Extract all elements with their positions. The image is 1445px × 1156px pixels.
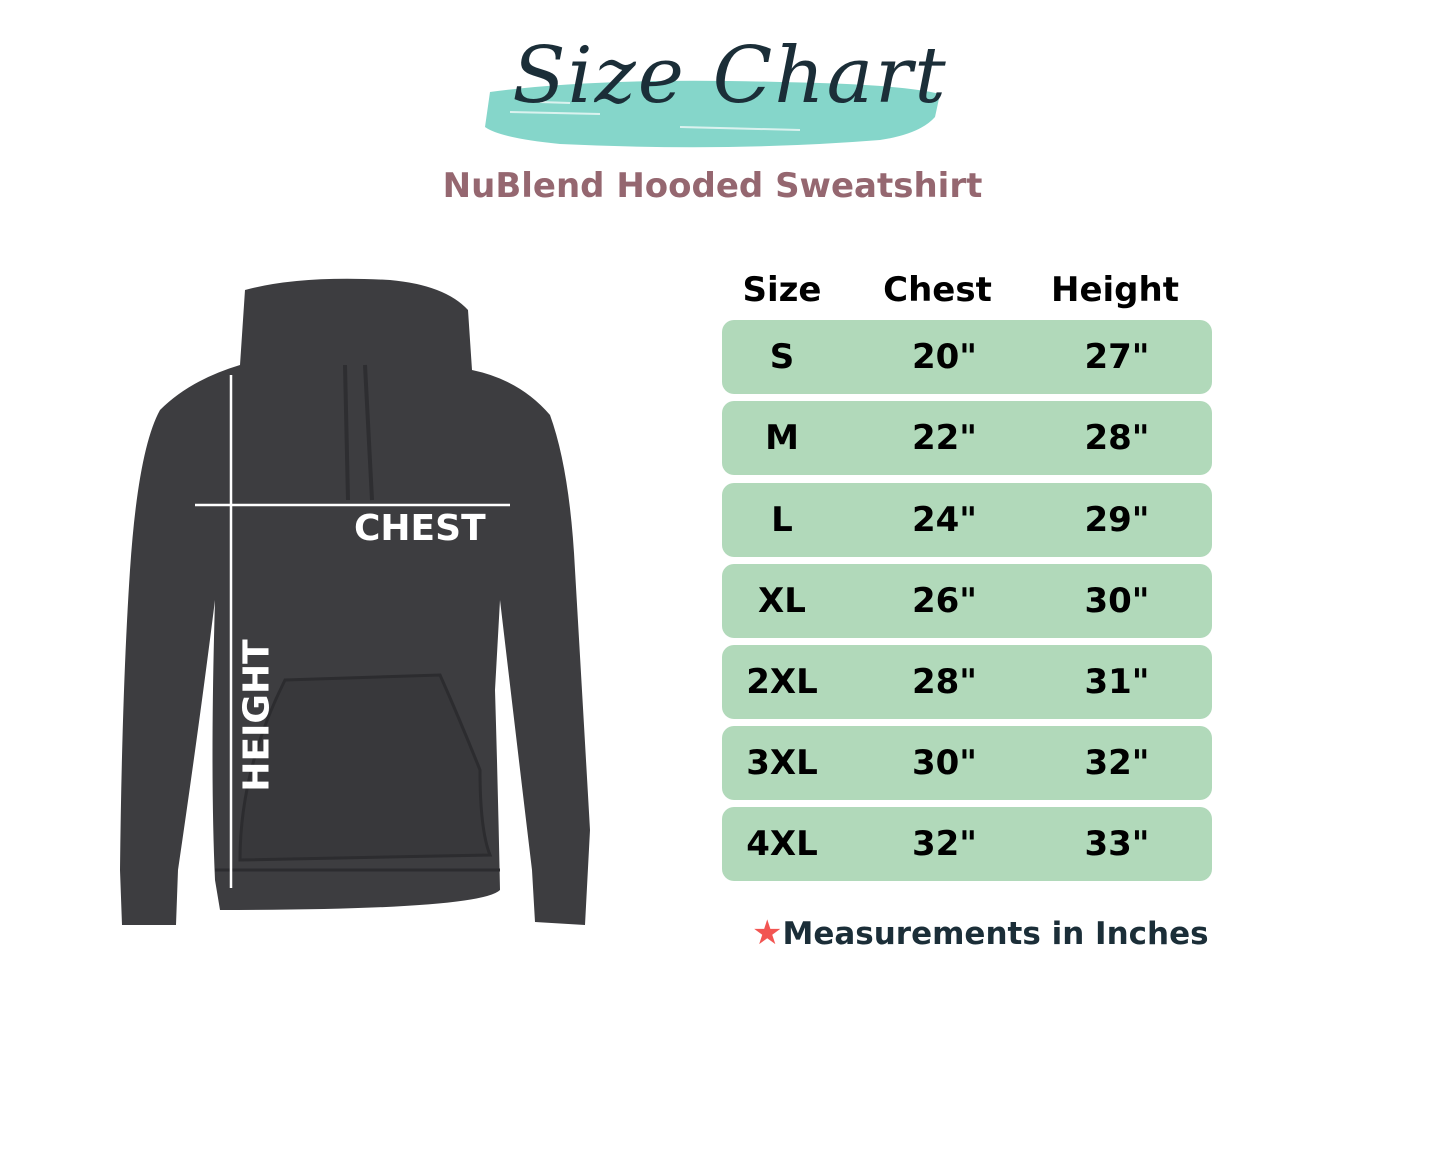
cell-chest: 22": [911, 418, 978, 458]
cell-size: 2XL: [746, 662, 818, 702]
cell-size: XL: [758, 581, 806, 621]
cell-height: 33": [1084, 824, 1150, 864]
cell-height: 27": [1084, 337, 1150, 377]
note-text: Measurements in Inches: [782, 916, 1209, 952]
measurement-note: ★Measurements in Inches: [752, 913, 1209, 953]
cell-height: 31": [1084, 662, 1150, 702]
brush-stroke-decoration: [485, 80, 940, 148]
cell-size: 4XL: [746, 824, 818, 864]
cell-height: 28": [1084, 418, 1150, 458]
hoodie-icon: [120, 278, 590, 925]
cell-chest: 30": [911, 743, 978, 783]
cell-chest: 32": [911, 824, 978, 864]
column-header-chest: Chest: [883, 270, 992, 310]
table-row: XL 26" 30": [722, 564, 1212, 638]
table-row: 4XL 32" 33": [722, 807, 1212, 881]
table-row: 2XL 28" 31": [722, 645, 1212, 719]
cell-height: 32": [1084, 743, 1150, 783]
cell-chest: 20": [911, 337, 978, 377]
chest-label: CHEST: [354, 508, 486, 549]
product-subtitle: NuBlend Hooded Sweatshirt: [442, 166, 983, 206]
cell-chest: 24": [911, 500, 978, 540]
cell-size: 3XL: [746, 743, 818, 783]
column-header-height: Height: [1051, 270, 1179, 310]
cell-height: 30": [1084, 581, 1150, 621]
column-header-size: Size: [742, 270, 822, 310]
height-label: HEIGHT: [236, 639, 278, 792]
cell-chest: 28": [911, 662, 978, 702]
page-title: Size Chart: [512, 31, 948, 121]
cell-size: L: [771, 500, 793, 540]
table-row: S 20" 27": [722, 320, 1212, 394]
table-row: 3XL 30" 32": [722, 726, 1212, 800]
cell-chest: 26": [911, 581, 978, 621]
cell-size: S: [769, 337, 795, 377]
star-icon: ★: [752, 913, 783, 953]
cell-size: M: [765, 418, 799, 458]
hoodie-diagram: CHEST HEIGHT: [100, 270, 600, 944]
table-row: M 22" 28": [722, 401, 1212, 475]
table-row: L 24" 29": [722, 483, 1212, 557]
cell-height: 29": [1084, 500, 1150, 540]
